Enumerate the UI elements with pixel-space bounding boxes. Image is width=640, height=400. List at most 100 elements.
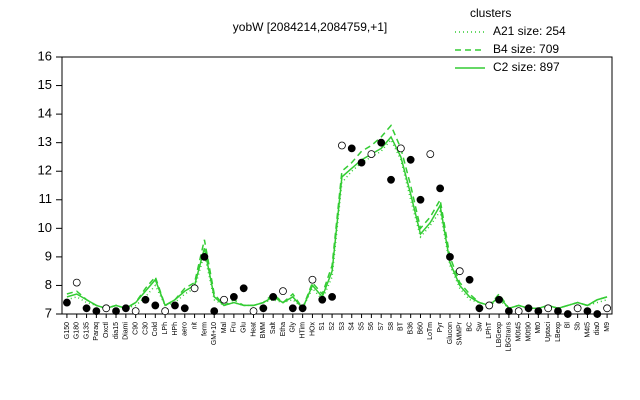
x-tick-label: C90: [133, 322, 140, 335]
x-tick-label: G150: [64, 322, 71, 339]
x-tick-label: LBGexp: [496, 322, 503, 347]
data-point: [406, 155, 415, 164]
data-point: [347, 144, 356, 153]
data-point: [573, 304, 582, 313]
data-point: [92, 307, 101, 316]
x-tick-label: S3: [339, 322, 346, 331]
data-point: [583, 307, 592, 316]
y-tick-label: 12: [38, 163, 52, 178]
data-point: [288, 304, 297, 313]
x-tick-label: BT: [398, 321, 405, 331]
x-tick-label: Gly: [290, 322, 297, 333]
legend-label: A21 size: 254: [493, 24, 566, 38]
x-tick-label: GM+10: [211, 322, 218, 345]
x-tick-label: Fru: [231, 322, 238, 333]
x-tick-label: HTim: [299, 322, 306, 339]
legend-label: C2 size: 897: [493, 60, 560, 74]
data-point: [455, 267, 464, 276]
x-tick-label: Salt: [270, 322, 277, 334]
y-tick-label: 9: [45, 248, 52, 263]
x-tick-label: Pyr: [437, 321, 444, 332]
x-tick-label: aero: [182, 322, 189, 336]
data-point: [475, 304, 484, 313]
x-tick-label: HPh: [172, 322, 179, 336]
data-point: [377, 138, 386, 147]
x-tick-label: nit: [191, 322, 198, 329]
data-point: [220, 295, 228, 304]
x-tick-label: M0t90: [525, 322, 532, 342]
data-point: [229, 292, 238, 301]
x-tick-label: LPhT: [486, 321, 493, 338]
data-point: [239, 284, 248, 293]
x-tick-label: Etha: [280, 322, 287, 337]
data-point: [308, 275, 317, 284]
data-point: [171, 301, 179, 310]
x-tick-label: M4t5: [584, 322, 591, 338]
data-point: [249, 307, 258, 316]
x-tick-label: Mt0: [535, 322, 542, 334]
x-tick-label: Cold: [152, 322, 159, 337]
data-point: [338, 141, 346, 150]
data-point: [563, 310, 572, 318]
data-point: [279, 287, 287, 296]
data-point: [544, 304, 553, 313]
data-point: [63, 298, 71, 307]
x-tick-label: BC: [466, 322, 473, 332]
data-point: [141, 295, 150, 304]
data-point: [259, 304, 268, 313]
x-tick-label: B36: [408, 322, 415, 335]
data-point: [514, 307, 523, 316]
y-tick-label: 14: [38, 106, 52, 121]
data-point: [485, 301, 494, 310]
x-tick-label: S8: [388, 322, 395, 331]
series-line: [66, 135, 608, 310]
x-tick-label: Sw: [476, 321, 483, 332]
data-point: [524, 304, 533, 313]
x-tick-label: ferm: [201, 322, 208, 336]
x-tick-label: Bl: [565, 322, 572, 329]
y-tick-label: 16: [38, 48, 52, 63]
x-tick-label: S7: [378, 322, 385, 331]
data-point: [603, 304, 611, 313]
data-point: [554, 307, 562, 316]
x-tick-label: dia0: [594, 322, 601, 335]
x-tick-label: LPh: [162, 322, 169, 335]
plot-frame: [61, 56, 613, 315]
data-point: [131, 307, 140, 316]
data-point: [387, 175, 395, 184]
x-tick-label: S1: [319, 322, 326, 331]
x-tick-label: S5: [358, 322, 365, 331]
data-point: [436, 184, 445, 193]
data-point: [200, 252, 209, 261]
x-tick-label: Sb: [574, 322, 581, 331]
data-point: [593, 310, 602, 318]
data-point: [495, 295, 503, 304]
data-point: [446, 252, 454, 261]
data-point: [328, 292, 336, 301]
data-point: [102, 304, 111, 313]
data-point: [151, 301, 160, 310]
y-tick-label: 13: [38, 134, 52, 149]
data-point: [82, 304, 91, 313]
data-point: [465, 275, 474, 284]
x-tick-label: Uptaci: [545, 322, 552, 342]
legend-label: B4 size: 709: [493, 42, 559, 56]
data-point: [534, 307, 543, 316]
x-tick-label: M9: [604, 322, 611, 332]
x-tick-label: C30: [142, 322, 149, 335]
x-tick-label: Oxctl: [103, 322, 110, 338]
x-tick-label: Heat: [250, 322, 257, 337]
y-tick-label: 8: [45, 277, 52, 292]
y-tick-label: 11: [39, 191, 53, 206]
chart-title: yobW [2084214,2084759,+1]: [233, 20, 387, 34]
x-tick-label: BMM: [260, 322, 267, 339]
legend-title: clusters: [470, 6, 511, 20]
data-point: [357, 158, 366, 167]
x-tick-label: M0t45: [516, 322, 523, 342]
data-point: [367, 150, 376, 158]
x-tick-label: dia15: [113, 322, 120, 339]
y-tick-label: 15: [38, 77, 52, 92]
data-point: [416, 195, 425, 204]
y-tick-label: 7: [45, 305, 52, 320]
